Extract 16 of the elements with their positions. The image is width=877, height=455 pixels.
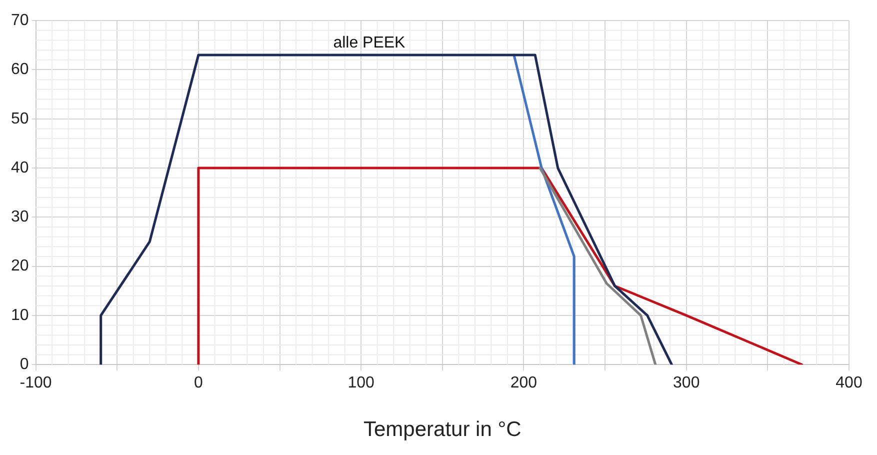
- x-tick-label: -100: [20, 374, 52, 392]
- x-tick-label: 100: [348, 374, 375, 392]
- x-tick-label: 300: [673, 374, 700, 392]
- y-tick-label: 50: [11, 110, 29, 128]
- annotation: alle PEEK: [333, 34, 406, 52]
- y-tick-label: 40: [11, 159, 29, 176]
- y-tick-label: 20: [11, 258, 29, 275]
- x-tick-label: 0: [194, 374, 203, 392]
- x-axis-title: Temperatur in °C: [364, 418, 522, 442]
- x-tick-label: 200: [510, 374, 538, 392]
- y-tick-label: 30: [11, 208, 29, 226]
- y-tick-label: 10: [11, 306, 29, 324]
- x-tick-label: 400: [836, 374, 862, 392]
- y-tick-label: 0: [20, 356, 29, 374]
- y-tick-label: 60: [11, 61, 29, 78]
- y-tick-label: 70: [11, 12, 29, 30]
